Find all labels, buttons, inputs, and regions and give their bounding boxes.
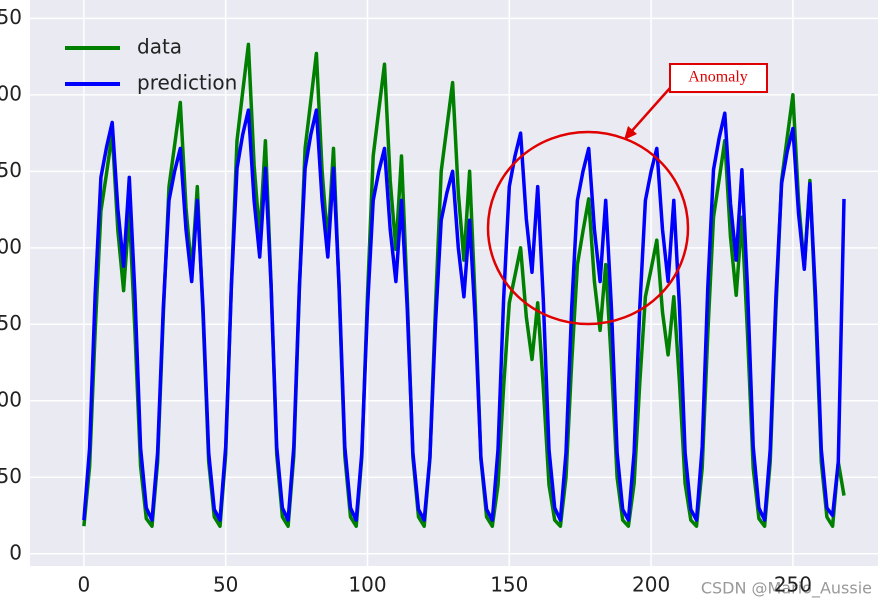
anomaly-ellipse — [486, 130, 690, 326]
x-tick-label: 250 — [774, 573, 812, 597]
legend: data prediction — [65, 35, 237, 95]
annotation-arrow — [629, 87, 671, 134]
x-tick-label: 200 — [632, 573, 670, 597]
lines — [82, 42, 846, 528]
y-tick-label: 250 — [0, 158, 22, 182]
x-tick-label: 100 — [348, 573, 386, 597]
series-line — [82, 108, 846, 522]
legend-label: data — [137, 35, 182, 59]
y-tick-label: 200 — [0, 234, 22, 258]
y-tick-label: 350 — [0, 5, 22, 29]
arrow-head — [624, 126, 637, 140]
annotation-box — [669, 63, 768, 93]
x-tick-label: 50 — [213, 573, 238, 597]
annotation: Anomaly — [688, 69, 748, 86]
legend-label: prediction — [137, 71, 237, 95]
y-tick-label: 100 — [0, 387, 22, 411]
y-tick-label: 300 — [0, 81, 22, 105]
watermark: CSDN @Mario_Aussie — [701, 579, 872, 599]
y-tick-label: 0 — [9, 540, 22, 564]
x-tick-label: 150 — [490, 573, 528, 597]
x-tick-label: 0 — [78, 573, 91, 597]
y-tick-label: 150 — [0, 311, 22, 335]
y-tick-label: 50 — [0, 464, 22, 488]
